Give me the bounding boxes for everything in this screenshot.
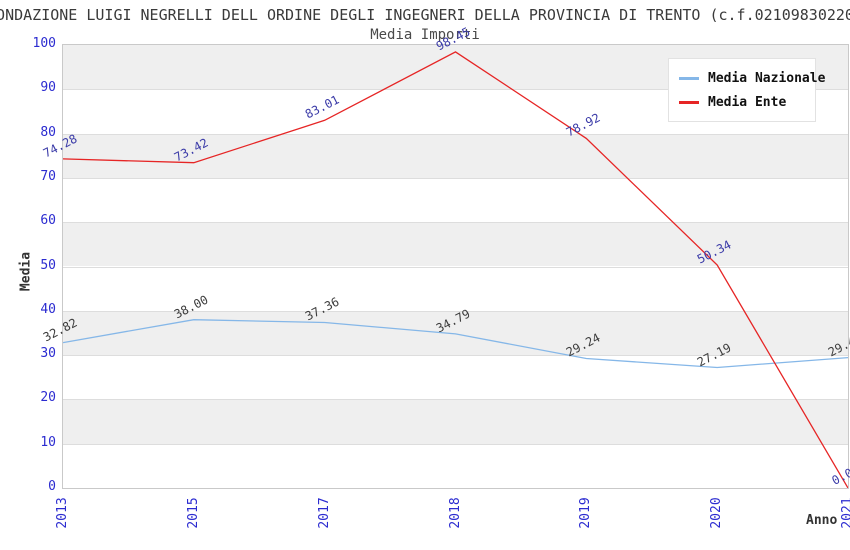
legend: Media Nazionale Media Ente [668,58,825,122]
plot-band [63,222,848,267]
gridline [63,266,848,268]
y-tick-label: 20 [40,390,56,406]
gridline [63,177,848,179]
x-tick-label: 2015 [185,497,201,529]
x-axis-title: Anno [806,513,838,528]
series-line-media-nazionale [63,319,848,369]
gridline [63,310,848,312]
legend-item-media-nazionale: Media Nazionale [679,66,825,90]
x-tick-label: 2020 [709,497,725,529]
chart-subtitle: Media Importi [370,27,480,43]
plot-band [63,310,848,356]
x-tick-label: 2017 [316,497,332,529]
plot-band [63,133,848,178]
plot-band [63,443,848,488]
y-tick-label: 10 [40,434,56,450]
chart-title: FONDAZIONE LUIGI NEGRELLI DELL ORDINE DE… [0,6,850,24]
legend-swatch-media-ente [679,100,699,104]
x-tick-label: 2021 [840,497,850,529]
gridline [63,222,848,224]
gridline [63,443,848,445]
y-tick-label: 100 [32,36,56,51]
y-tick-label: 80 [40,124,56,140]
gridline [63,399,848,401]
x-tick-label: 2018 [447,497,463,529]
plot-band [63,355,848,400]
plot-band [63,266,848,311]
y-tick-label: 60 [40,213,56,229]
legend-label-media-ente: Media Ente [708,94,787,110]
series-lines [63,51,848,488]
gridline [63,355,848,357]
legend-item-media-ente: Media Ente [679,90,805,114]
x-tick-label: 2019 [578,497,594,529]
legend-label-media-nazionale: Media Nazionale [708,70,826,86]
x-tick-label: 2013 [55,497,70,529]
y-tick-label: 40 [40,301,56,317]
plot-band [63,399,848,444]
y-tick-label: 50 [40,257,56,273]
legend-swatch-media-nazionale [679,76,699,80]
gridline [63,133,848,135]
series-line-media-ente [63,51,848,488]
y-tick-label: 30 [40,346,56,362]
y-axis-title: Media [18,251,34,292]
plot-band [63,177,848,223]
gridline [63,89,848,91]
y-tick-label: 70 [40,168,56,184]
y-tick-label: 0 [48,479,56,494]
y-tick-label: 90 [40,80,56,96]
